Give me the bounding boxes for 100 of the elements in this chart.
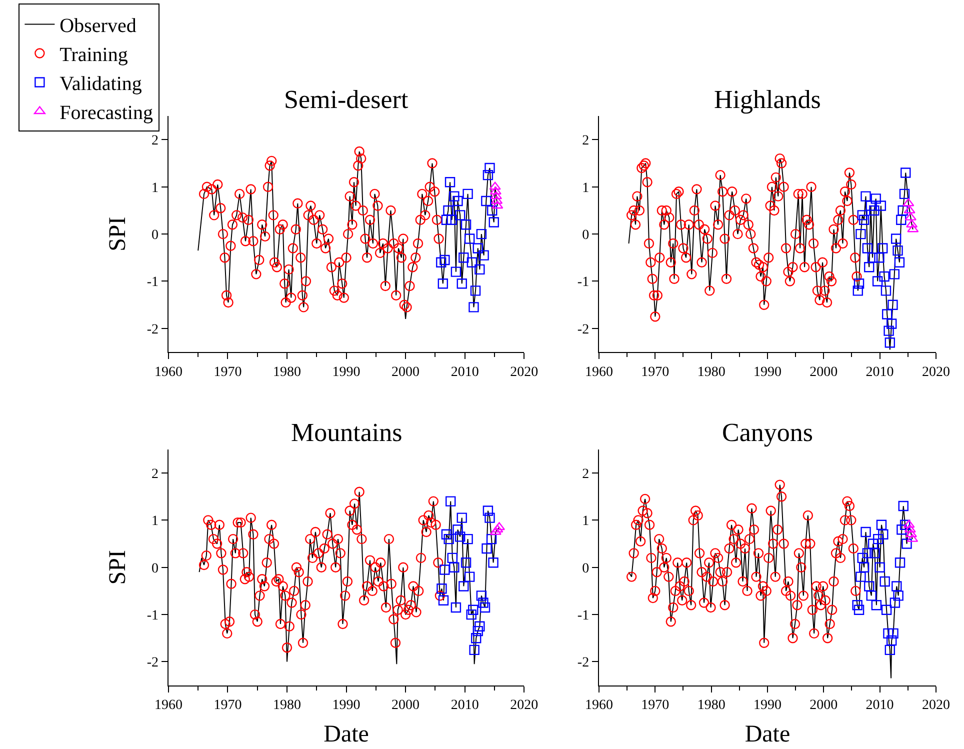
point: [866, 200, 876, 211]
x-tick-label: 2010: [866, 698, 894, 714]
point: [888, 300, 898, 310]
x-tick-label: 1980: [273, 364, 301, 380]
point: [491, 196, 503, 204]
point: [896, 524, 907, 535]
x-tick-label: 1970: [214, 698, 242, 714]
point: [462, 188, 473, 200]
point: [874, 562, 885, 572]
x-tick-label: 1960: [154, 698, 182, 714]
x-tick-label: 1990: [753, 364, 782, 380]
point: [857, 210, 868, 220]
y-tick-label: -2: [577, 322, 590, 338]
legend-label: Training: [60, 44, 128, 66]
y-axis-title: SPI: [104, 550, 131, 585]
point: [444, 177, 456, 188]
point: [907, 224, 919, 232]
y-tick-label: 2: [152, 134, 159, 149]
point: [884, 337, 896, 348]
y-tick-label: -1: [577, 275, 590, 290]
point: [441, 214, 452, 226]
point: [871, 600, 882, 610]
y-tick-label: 1: [582, 180, 590, 196]
point: [878, 529, 888, 540]
point: [458, 581, 469, 592]
y-tick-label: -2: [577, 656, 590, 671]
point: [854, 604, 864, 615]
point: [856, 228, 866, 240]
y-tick-label: 0: [152, 228, 159, 243]
point: [864, 262, 874, 272]
y-tick-label: 0: [582, 228, 590, 243]
point: [894, 257, 905, 268]
point: [478, 250, 489, 260]
point: [868, 538, 878, 549]
point: [873, 534, 884, 544]
point: [446, 496, 456, 506]
point: [452, 524, 463, 535]
x-tick-label: 1970: [214, 364, 242, 380]
point: [872, 276, 883, 286]
x-tick-label: 1990: [753, 698, 782, 714]
point: [468, 302, 479, 312]
point: [489, 182, 501, 190]
x-tick-label: 1960: [585, 364, 613, 380]
point: [902, 198, 914, 206]
point: [464, 572, 475, 582]
y-tick-label: 1: [582, 514, 590, 530]
y-tick-label: 2: [582, 466, 590, 482]
point: [486, 534, 497, 544]
point: [470, 286, 481, 296]
point: [440, 254, 450, 266]
point: [892, 245, 903, 256]
point: [892, 581, 902, 592]
x-tick-label: 2010: [450, 698, 479, 714]
x-tick-label: 2000: [392, 698, 420, 714]
point: [482, 170, 494, 180]
point: [441, 529, 452, 540]
x-axis-title: Date: [744, 722, 790, 748]
point: [449, 562, 460, 572]
y-tick-label: 1: [152, 180, 159, 196]
point: [474, 264, 485, 275]
x-tick-label: 1980: [697, 364, 726, 380]
x-tick-label: 2020: [510, 698, 538, 714]
point: [490, 526, 502, 535]
point: [462, 534, 473, 544]
legend-label: Validating: [60, 73, 142, 96]
y-tick-label: 0: [152, 561, 159, 576]
point: [466, 257, 478, 268]
point: [476, 590, 487, 601]
x-tick-label: 2010: [866, 364, 894, 380]
point: [456, 512, 467, 523]
point: [898, 500, 908, 512]
point: [484, 162, 495, 174]
x-tick-label: 1980: [273, 698, 301, 714]
point: [860, 526, 871, 538]
point: [854, 278, 864, 289]
point: [869, 205, 880, 216]
point: [864, 581, 874, 592]
point: [482, 506, 494, 516]
point: [890, 234, 902, 244]
x-tick-label: 2000: [810, 364, 838, 380]
chart-title: Mountains: [291, 418, 402, 447]
x-tick-label: 1990: [332, 698, 360, 714]
point: [474, 621, 485, 632]
point: [904, 212, 916, 220]
point: [466, 609, 476, 620]
point: [460, 220, 472, 230]
x-tick-label: 2020: [922, 364, 950, 380]
point: [852, 600, 862, 610]
x-tick-label: 1970: [641, 698, 670, 714]
point: [488, 558, 498, 568]
y-tick-label: -2: [146, 322, 159, 338]
point: [472, 243, 483, 254]
point: [458, 252, 469, 263]
y-tick-label: 1: [152, 514, 159, 530]
point: [455, 210, 466, 220]
point: [472, 626, 483, 636]
y-tick-label: -1: [577, 608, 590, 624]
point: [880, 286, 892, 296]
point: [906, 534, 918, 542]
legend-label: Observed: [60, 15, 136, 38]
